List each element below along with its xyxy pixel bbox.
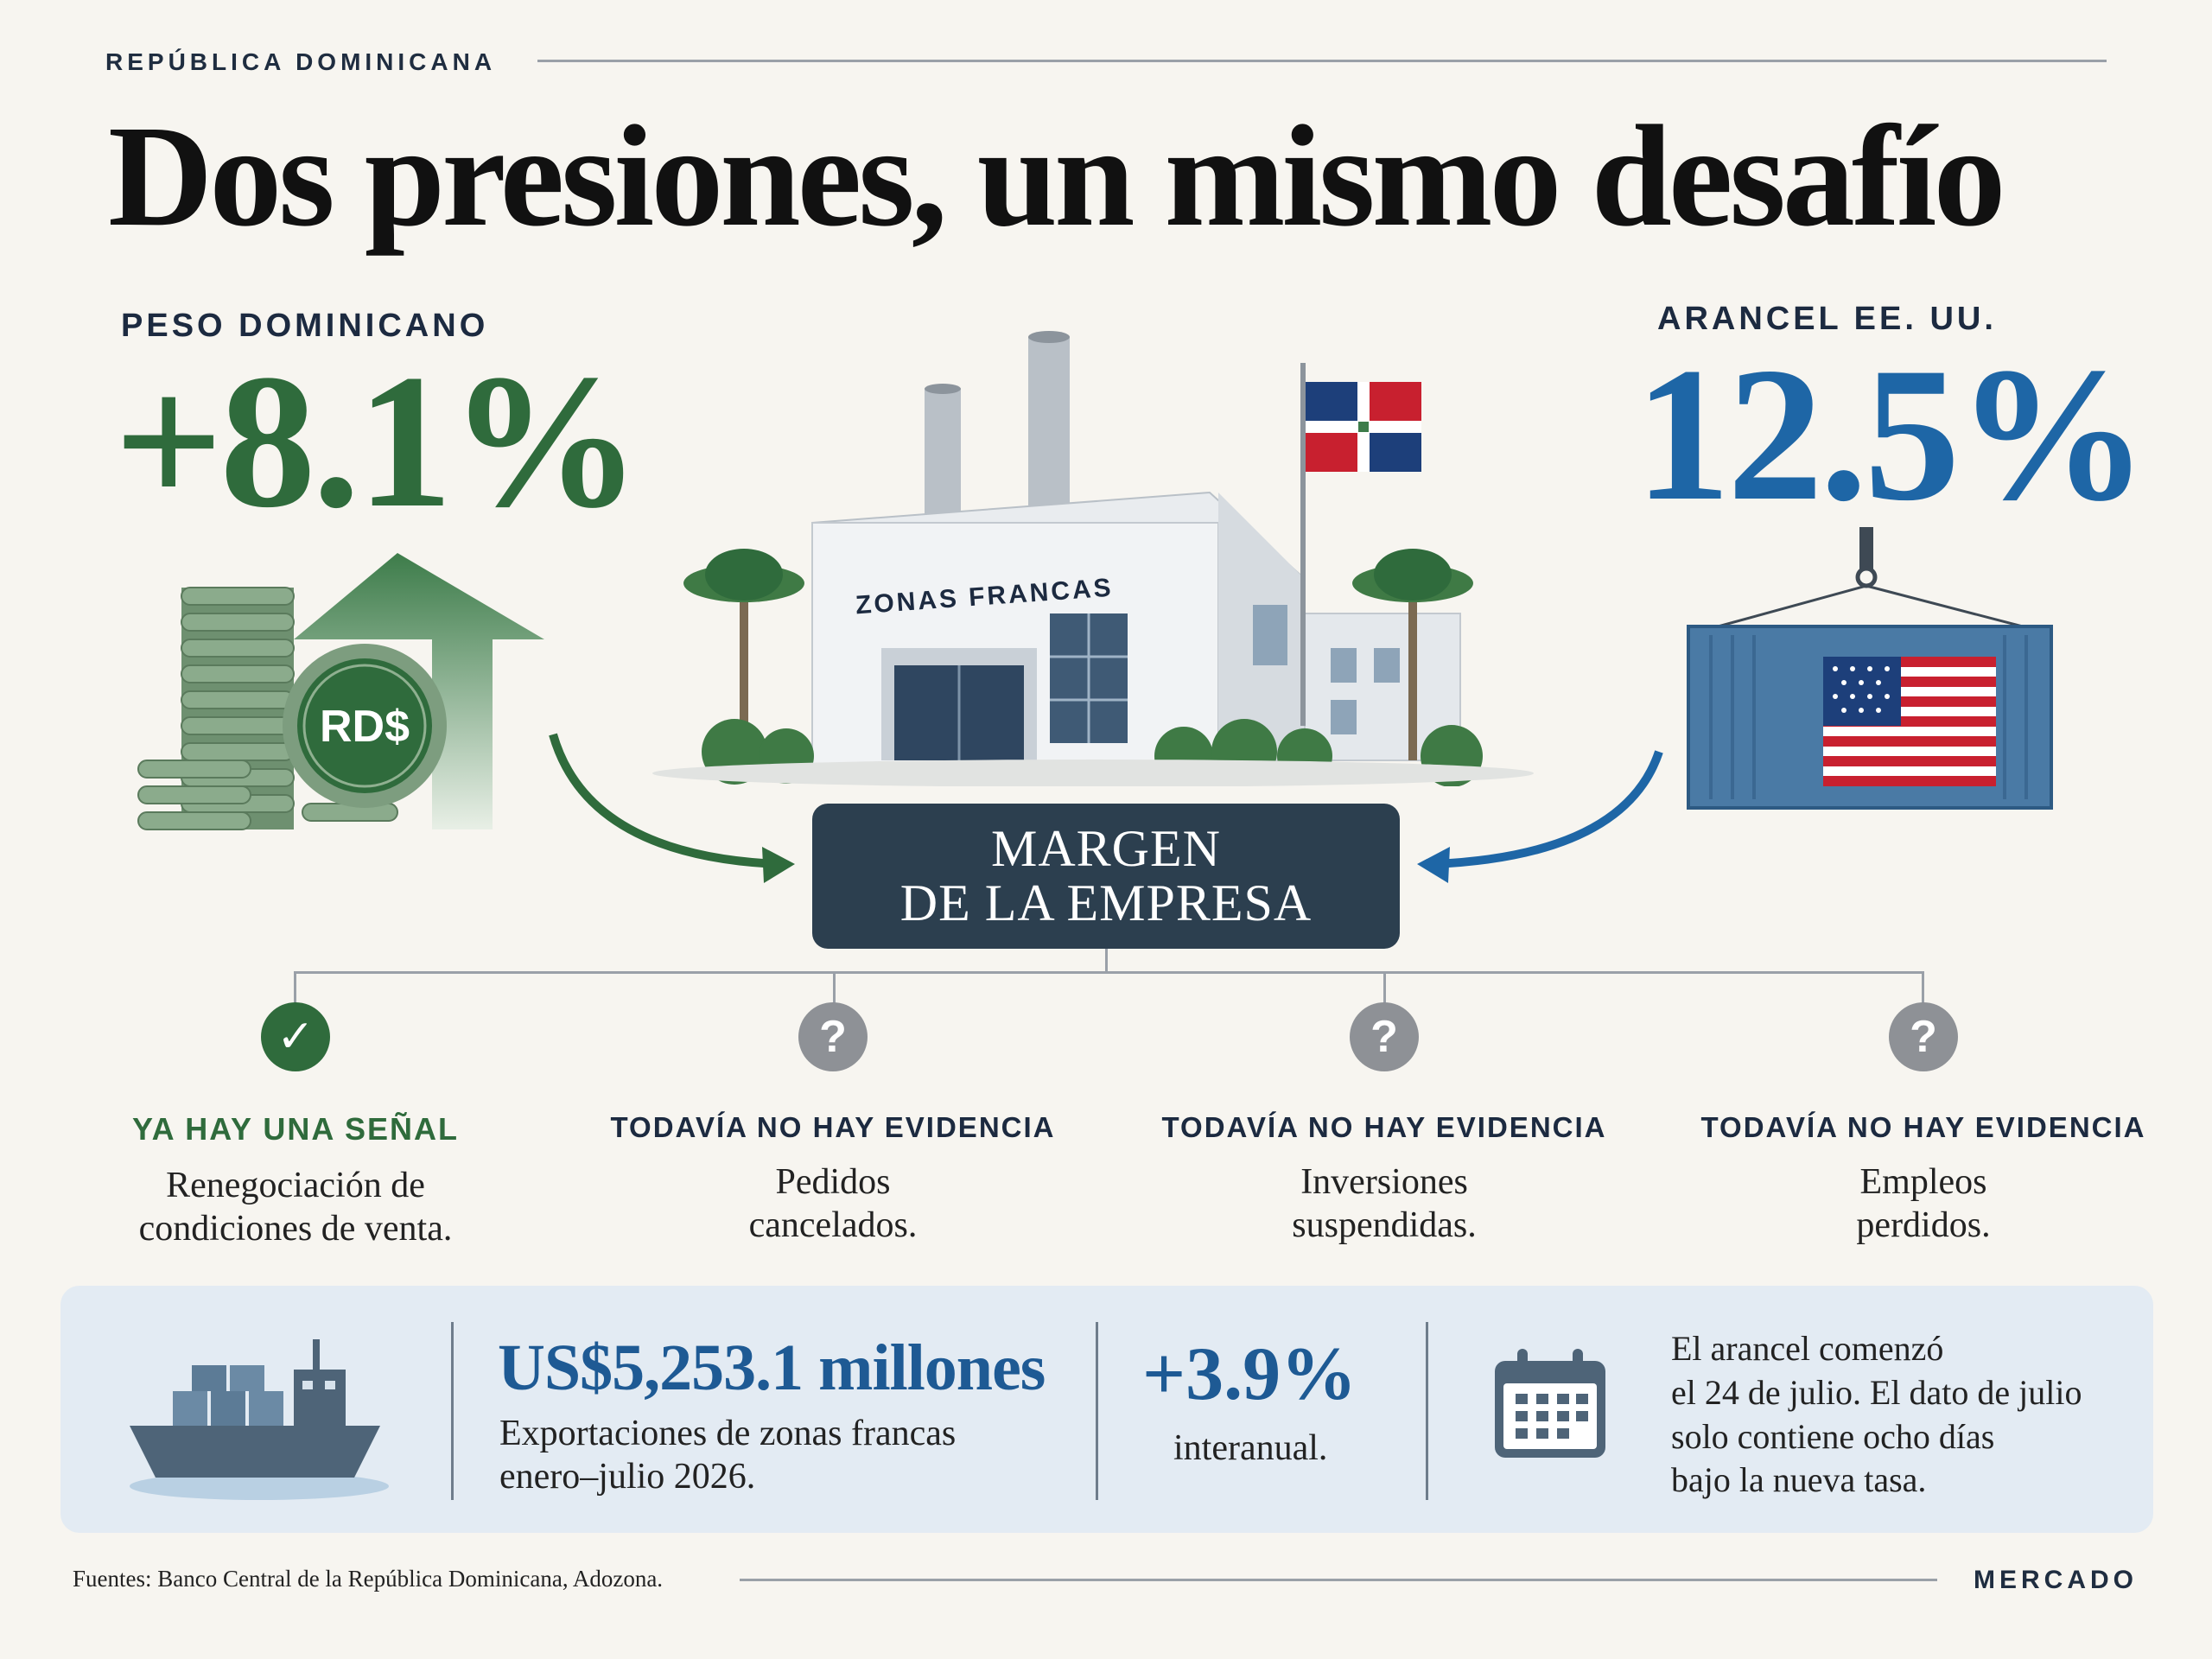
tariff-note: El arancel comenzó el 24 de julio. El da…: [1671, 1327, 2103, 1503]
peso-value: +8.1%: [114, 335, 641, 548]
exports-desc-line: Exportaciones de zonas francas: [499, 1414, 957, 1453]
exports-desc-line: enero–julio 2026.: [499, 1457, 756, 1497]
effect-item: ? TODAVÍA NO HAY EVIDENCIA Pedidos cance…: [591, 1002, 1075, 1247]
header-rule: [537, 60, 2107, 62]
up-arrow-icon: [294, 553, 544, 830]
margin-line-1: MARGEN: [990, 820, 1221, 877]
rd-coin-icon: RD$: [283, 644, 447, 808]
question-icon: ?: [1889, 1002, 1958, 1071]
tree-connector: [1922, 971, 1924, 1006]
coins-arrow-illustration: RD$: [137, 553, 544, 830]
exports-description: Exportaciones de zonas francas enero–jul…: [499, 1412, 956, 1499]
check-icon: ✓: [261, 1002, 330, 1071]
effect-text: Empleos perdidos.: [1856, 1162, 1991, 1245]
us-flag-icon: [1823, 657, 1996, 786]
margin-line-2: DE LA EMPRESA: [899, 874, 1313, 931]
effect-item: ✓ YA HAY UNA SEÑAL Renegociación de cond…: [54, 1002, 537, 1250]
note-line: solo contiene ocho días: [1671, 1416, 1995, 1456]
factory-illustration: ZONAS FRANCAS: [652, 331, 1534, 786]
crane-hook-icon: [1701, 527, 2040, 632]
effect-text: Pedidos cancelados.: [748, 1162, 918, 1245]
pressure-arrows: [549, 733, 1663, 883]
stats-band: [60, 1286, 2153, 1533]
effect-item: ? TODAVÍA NO HAY EVIDENCIA Inversiones s…: [1142, 1002, 1626, 1247]
question-icon: ?: [1350, 1002, 1419, 1071]
dominican-flag-icon: [1306, 382, 1421, 472]
kicker: REPÚBLICA DOMINICANA: [105, 48, 497, 75]
palm-tree-icon: [683, 549, 804, 760]
container-illustration: [1687, 527, 2053, 810]
green-arrow-icon: [549, 733, 779, 868]
effect-text: Inversiones suspendidas.: [1292, 1162, 1477, 1245]
tree-connector: [1105, 949, 1108, 973]
question-icon: ?: [798, 1002, 868, 1071]
brand-name: MERCADO: [1974, 1566, 2138, 1594]
effect-status: TODAVÍA NO HAY EVIDENCIA: [1161, 1111, 1607, 1143]
band-divider: [451, 1322, 454, 1500]
effect-status: YA HAY UNA SEÑAL: [131, 1111, 460, 1147]
effect-status: TODAVÍA NO HAY EVIDENCIA: [1700, 1111, 2146, 1143]
note-line: el 24 de julio. El dato de julio: [1671, 1372, 2082, 1412]
tree-connector: [1383, 971, 1386, 1006]
tariff-label: ARANCEL EE. UU.: [1657, 301, 1997, 337]
footer-rule: [740, 1579, 1937, 1581]
effect-text: Renegociación de condiciones de venta.: [138, 1166, 453, 1249]
yoy-description: interanual.: [1173, 1428, 1328, 1468]
tree-connector: [294, 971, 296, 1006]
effect-status: TODAVÍA NO HAY EVIDENCIA: [610, 1111, 1056, 1143]
note-line: El arancel comenzó: [1671, 1329, 1944, 1368]
source-note: Fuentes: Banco Central de la República D…: [73, 1566, 664, 1592]
coin-label: RD$: [320, 702, 410, 752]
calendar-icon: [1495, 1349, 1605, 1458]
note-line: bajo la nueva tasa.: [1671, 1460, 1927, 1500]
page-title: Dos presiones, un mismo desafío: [108, 96, 2005, 257]
coin-stack-icon: [137, 587, 398, 830]
effect-item: ? TODAVÍA NO HAY EVIDENCIA Empleos perdi…: [1681, 1002, 2165, 1247]
tree-connector: [833, 971, 836, 1006]
peso-label: PESO DOMINICANO: [121, 308, 489, 344]
blue-arrow-icon: [1433, 750, 1663, 868]
palm-tree-icon: [1352, 549, 1473, 760]
tree-connector: [294, 971, 1923, 974]
margin-box: MARGEN DE LA EMPRESA: [812, 804, 1400, 949]
tariff-value: 12.5%: [1635, 328, 2148, 541]
band-divider: [1426, 1322, 1428, 1500]
band-divider: [1096, 1322, 1098, 1500]
exports-value: US$5,253.1 millones: [498, 1332, 1046, 1404]
yoy-value: +3.9%: [1142, 1332, 1357, 1416]
cargo-ship-icon: [130, 1339, 389, 1500]
